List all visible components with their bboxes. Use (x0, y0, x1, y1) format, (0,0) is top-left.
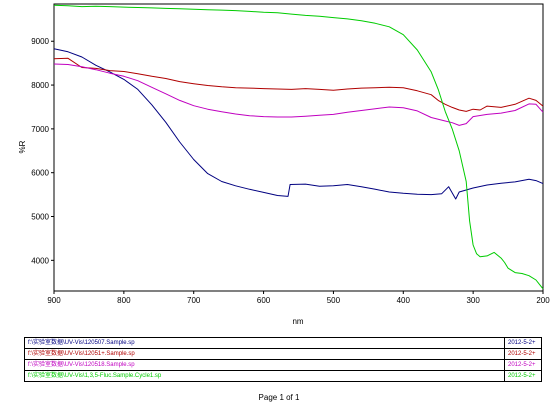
x-axis-title: nm (292, 317, 303, 326)
legend-row: f:\实验室数据\UV-Vis\1,3,5-Fluc.Sample.Cycle1… (24, 370, 542, 382)
legend-table: f:\实验室数据\UV-Vis\120507.Sample.sp 2012-5-2… (24, 337, 542, 382)
y-tick-label: 4000 (31, 256, 49, 265)
y-axis-title: %R (18, 140, 27, 153)
y-tick-label: 5000 (31, 213, 49, 222)
series-line-1 (53, 48, 544, 200)
x-tick-label: 700 (187, 296, 201, 305)
y-tick-label: 8000 (31, 81, 49, 90)
y-tick-label: 6000 (31, 169, 49, 178)
x-tick-label: 400 (397, 296, 411, 305)
x-tick-label: 600 (257, 296, 271, 305)
legend-series-date: 2012-5-2+ (504, 359, 542, 371)
x-tick-label: 800 (117, 296, 131, 305)
y-tick-label: 7000 (31, 125, 49, 134)
series-line-4 (53, 4, 544, 290)
x-tick-label: 500 (327, 296, 341, 305)
page-footer: Page 1 of 1 (258, 393, 300, 402)
legend-series-name: f:\实验室数据\UV-Vis\12051+.Sample.sp (24, 348, 505, 360)
series-line-2 (53, 57, 544, 112)
x-tick-label: 300 (466, 296, 480, 305)
legend-series-date: 2012-5-2+ (504, 370, 542, 382)
legend-series-name: f:\实验室数据\UV-Vis\120507.Sample.sp (24, 337, 505, 349)
x-tick-label: 900 (47, 296, 61, 305)
x-tick-label: 200 (536, 296, 550, 305)
legend-row: f:\实验室数据\UV-Vis\120518.Sample.sp 2012-5-2… (24, 359, 542, 371)
legend-series-date: 2012-5-2+ (504, 337, 542, 349)
legend-series-name: f:\实验室数据\UV-Vis\120518.Sample.sp (24, 359, 505, 371)
plot-frame (53, 3, 544, 292)
legend-series-name: f:\实验室数据\UV-Vis\1,3,5-Fluc.Sample.Cycle1… (24, 370, 505, 382)
legend-row: f:\实验室数据\UV-Vis\120507.Sample.sp 2012-5-2… (24, 337, 542, 349)
legend-row: f:\实验室数据\UV-Vis\12051+.Sample.sp 2012-5-2… (24, 348, 542, 360)
series-line-3 (53, 63, 544, 126)
legend-series-date: 2012-5-2+ (504, 348, 542, 360)
y-tick-label: 9000 (31, 37, 49, 46)
